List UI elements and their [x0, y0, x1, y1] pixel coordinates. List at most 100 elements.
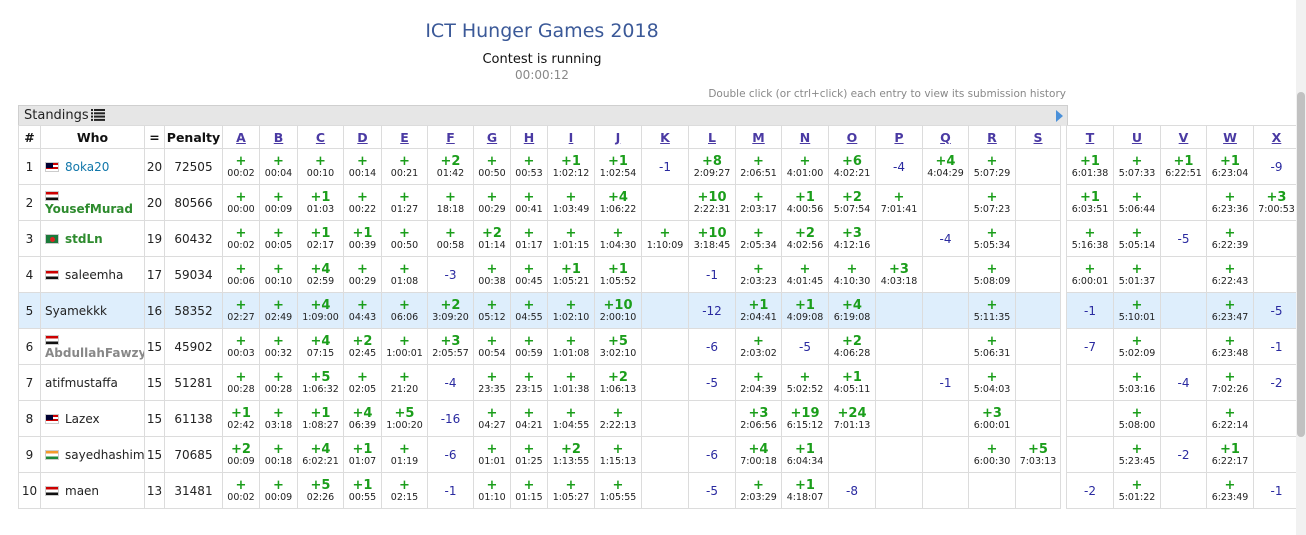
- result-cell-u[interactable]: +5:01:37: [1113, 256, 1161, 293]
- result-cell-x[interactable]: -1: [1253, 472, 1300, 509]
- result-cell-l[interactable]: -1: [688, 256, 736, 293]
- result-cell-l[interactable]: -5: [688, 364, 736, 401]
- standings-row[interactable]: 3 stdLn 19 60432 +00:02 +00:05 +1 02:17 +1 00:39 +…: [18, 220, 1300, 257]
- result-cell-j[interactable]: +4 1:06:22: [594, 184, 642, 221]
- problem-header-u[interactable]: U: [1113, 125, 1161, 149]
- result-cell-c[interactable]: +1 02:17: [297, 220, 344, 257]
- result-cell-a[interactable]: +00:03: [222, 328, 260, 365]
- result-cell-v[interactable]: [1160, 328, 1207, 365]
- result-cell-m[interactable]: +2:03:23: [735, 256, 782, 293]
- result-cell-h[interactable]: +00:41: [510, 184, 548, 221]
- result-cell-p[interactable]: [875, 400, 923, 437]
- result-cell-r[interactable]: +6:00:30: [968, 436, 1016, 473]
- result-cell-s[interactable]: [1015, 220, 1061, 257]
- result-cell-x[interactable]: [1253, 400, 1300, 437]
- result-cell-f[interactable]: -16: [427, 400, 474, 437]
- result-cell-h[interactable]: +23:15: [510, 364, 548, 401]
- result-cell-v[interactable]: -4: [1160, 364, 1207, 401]
- result-cell-n[interactable]: +4:01:00: [781, 148, 829, 185]
- result-cell-b[interactable]: +00:09: [259, 472, 298, 509]
- result-cell-l[interactable]: -12: [688, 292, 736, 329]
- result-cell-m[interactable]: +2:04:39: [735, 364, 782, 401]
- problem-header-q[interactable]: Q: [922, 125, 969, 149]
- result-cell-m[interactable]: +1 2:04:41: [735, 292, 782, 329]
- result-cell-q[interactable]: [922, 292, 969, 329]
- result-cell-f[interactable]: -3: [427, 256, 474, 293]
- standings-row[interactable]: 9 sayedhashim 15 70685 +2 00:09 +00:18 +4 6:02:2…: [18, 436, 1300, 473]
- result-cell-d[interactable]: +2 02:45: [343, 328, 382, 365]
- result-cell-h[interactable]: +00:45: [510, 256, 548, 293]
- result-cell-g[interactable]: +00:38: [473, 256, 511, 293]
- result-cell-e[interactable]: +02:15: [381, 472, 428, 509]
- result-cell-w[interactable]: +6:22:43: [1206, 256, 1254, 293]
- result-cell-o[interactable]: +2 4:06:28: [828, 328, 876, 365]
- result-cell-f[interactable]: -6: [427, 436, 474, 473]
- result-cell-p[interactable]: +7:01:41: [875, 184, 923, 221]
- standings-row[interactable]: 7 atifmustaffa 15 51281 +00:28 +00:28 +5 1:06:3…: [18, 364, 1300, 401]
- result-cell-d[interactable]: +00:29: [343, 256, 382, 293]
- result-cell-k[interactable]: [641, 400, 689, 437]
- standings-row[interactable]: 10 maen 13 31481 +00:02 +00:09 +5 02:26 +1 00:55 +…: [18, 472, 1300, 509]
- standings-row[interactable]: 4 saleemha 17 59034 +00:06 +00:10 +4 02:59 +00:2…: [18, 256, 1300, 293]
- result-cell-b[interactable]: +00:05: [259, 220, 298, 257]
- result-cell-g[interactable]: +2 01:14: [473, 220, 511, 257]
- result-cell-q[interactable]: +4 4:04:29: [922, 148, 969, 185]
- result-cell-i[interactable]: +1:02:10: [547, 292, 595, 329]
- result-cell-u[interactable]: +5:08:00: [1113, 400, 1161, 437]
- result-cell-s[interactable]: [1015, 292, 1061, 329]
- contestant-name[interactable]: stdLn: [65, 231, 103, 246]
- result-cell-b[interactable]: +00:32: [259, 328, 298, 365]
- result-cell-b[interactable]: +00:28: [259, 364, 298, 401]
- result-cell-c[interactable]: +00:10: [297, 148, 344, 185]
- result-cell-n[interactable]: +19 6:15:12: [781, 400, 829, 437]
- result-cell-k[interactable]: [641, 472, 689, 509]
- result-cell-r[interactable]: +5:07:23: [968, 184, 1016, 221]
- result-cell-p[interactable]: [875, 220, 923, 257]
- contestant-name[interactable]: maen: [65, 483, 100, 498]
- result-cell-a[interactable]: +1 02:42: [222, 400, 260, 437]
- result-cell-d[interactable]: +00:22: [343, 184, 382, 221]
- problem-header-b[interactable]: B: [259, 125, 298, 149]
- result-cell-r[interactable]: +3 6:00:01: [968, 400, 1016, 437]
- result-cell-s[interactable]: [1015, 364, 1061, 401]
- result-cell-x[interactable]: [1253, 256, 1300, 293]
- problem-header-c[interactable]: C: [297, 125, 344, 149]
- contestant-name[interactable]: Syamekkk: [45, 303, 107, 318]
- contestant-name[interactable]: saleemha: [65, 267, 124, 282]
- result-cell-f[interactable]: +2 3:09:20: [427, 292, 474, 329]
- result-cell-d[interactable]: +00:14: [343, 148, 382, 185]
- result-cell-e[interactable]: +1:00:01: [381, 328, 428, 365]
- result-cell-x[interactable]: [1253, 436, 1300, 473]
- problem-header-k[interactable]: K: [641, 125, 689, 149]
- standings-row[interactable]: 2 YousefMurad 20 80566 +00:00 +00:09 +1 01:03 +0…: [18, 184, 1300, 221]
- result-cell-k[interactable]: +1:10:09: [641, 220, 689, 257]
- result-cell-b[interactable]: +00:18: [259, 436, 298, 473]
- list-menu-icon[interactable]: [91, 109, 105, 121]
- result-cell-q[interactable]: [922, 400, 969, 437]
- result-cell-e[interactable]: +00:50: [381, 220, 428, 257]
- result-cell-j[interactable]: +1:04:30: [594, 220, 642, 257]
- result-cell-n[interactable]: +2 4:02:56: [781, 220, 829, 257]
- result-cell-l[interactable]: -6: [688, 328, 736, 365]
- result-cell-q[interactable]: [922, 256, 969, 293]
- contestant-name[interactable]: AbdullahFawzy: [45, 345, 145, 360]
- result-cell-h[interactable]: +04:55: [510, 292, 548, 329]
- result-cell-b[interactable]: +03:18: [259, 400, 298, 437]
- result-cell-c[interactable]: +4 1:09:00: [297, 292, 344, 329]
- result-cell-m[interactable]: +3 2:06:56: [735, 400, 782, 437]
- problem-header-n[interactable]: N: [781, 125, 829, 149]
- result-cell-t[interactable]: +5:16:38: [1066, 220, 1114, 257]
- result-cell-e[interactable]: +00:21: [381, 148, 428, 185]
- result-cell-o[interactable]: +2 5:07:54: [828, 184, 876, 221]
- result-cell-t[interactable]: [1066, 364, 1114, 401]
- result-cell-u[interactable]: +5:02:09: [1113, 328, 1161, 365]
- result-cell-v[interactable]: [1160, 184, 1207, 221]
- result-cell-f[interactable]: -4: [427, 364, 474, 401]
- result-cell-m[interactable]: +2:03:17: [735, 184, 782, 221]
- result-cell-w[interactable]: +6:22:39: [1206, 220, 1254, 257]
- result-cell-w[interactable]: +1 6:23:04: [1206, 148, 1254, 185]
- result-cell-a[interactable]: +00:02: [222, 472, 260, 509]
- result-cell-m[interactable]: +2:05:34: [735, 220, 782, 257]
- result-cell-d[interactable]: +1 00:39: [343, 220, 382, 257]
- result-cell-t[interactable]: -1: [1066, 292, 1114, 329]
